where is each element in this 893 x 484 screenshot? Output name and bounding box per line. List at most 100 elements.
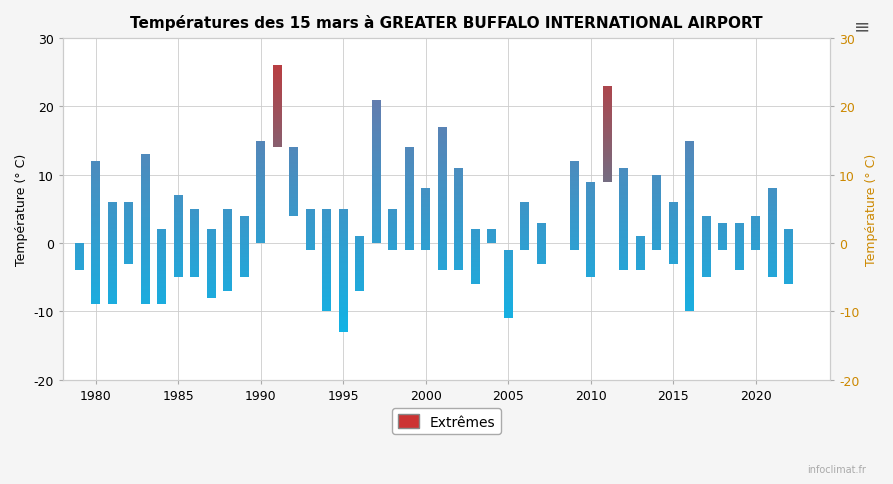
Bar <box>289 196 298 197</box>
Bar <box>124 213 133 215</box>
Bar <box>405 236 414 238</box>
Bar <box>240 259 249 260</box>
Bar <box>91 233 101 236</box>
Bar <box>338 261 348 263</box>
Bar <box>371 218 381 221</box>
Bar <box>570 215 579 217</box>
Bar <box>141 218 150 221</box>
Bar <box>784 281 793 282</box>
Bar <box>570 194 579 196</box>
Bar <box>620 181 629 183</box>
Bar <box>718 241 728 242</box>
Bar <box>388 216 397 217</box>
Bar <box>91 196 101 199</box>
Bar <box>718 238 728 239</box>
Bar <box>338 293 348 295</box>
Bar <box>685 267 695 271</box>
Bar <box>587 264 596 266</box>
Bar <box>652 220 662 222</box>
Bar <box>438 222 446 225</box>
Bar <box>685 199 695 203</box>
Bar <box>735 249 744 250</box>
Bar <box>652 238 662 240</box>
Bar <box>355 254 364 255</box>
Bar <box>306 229 315 230</box>
Bar <box>190 237 199 238</box>
Bar <box>174 255 183 257</box>
Bar <box>338 310 348 313</box>
Bar <box>421 193 430 194</box>
Bar <box>289 205 298 207</box>
Bar <box>603 89 612 91</box>
Bar <box>438 259 446 262</box>
Bar <box>784 266 793 267</box>
Bar <box>537 248 546 249</box>
Bar <box>685 237 695 240</box>
Bar <box>405 205 414 207</box>
Bar <box>371 215 381 218</box>
Bar <box>587 188 596 190</box>
Bar <box>124 227 133 228</box>
Bar <box>702 242 711 243</box>
Bar <box>388 247 397 248</box>
Bar <box>652 205 662 207</box>
Bar <box>421 213 430 215</box>
Bar <box>751 219 760 220</box>
Bar <box>141 299 150 302</box>
Bar <box>91 173 101 176</box>
Bar <box>735 257 744 258</box>
Bar <box>322 236 331 238</box>
Bar <box>207 234 216 235</box>
Bar <box>652 175 662 177</box>
Bar <box>471 234 480 235</box>
Bar <box>438 242 446 245</box>
Bar <box>207 241 216 242</box>
Bar <box>174 248 183 250</box>
Bar <box>207 280 216 282</box>
Bar <box>587 182 596 184</box>
Bar <box>174 242 183 243</box>
Bar <box>322 246 331 248</box>
Bar <box>371 129 381 132</box>
Bar <box>338 320 348 322</box>
Bar <box>603 117 612 119</box>
Bar <box>471 241 480 242</box>
Bar <box>322 220 331 222</box>
Bar <box>157 249 166 251</box>
Bar <box>537 234 546 235</box>
Bar <box>669 254 678 256</box>
Bar <box>289 210 298 211</box>
Bar <box>256 150 265 151</box>
Bar <box>322 269 331 271</box>
Bar <box>190 252 199 253</box>
Bar <box>587 196 596 197</box>
Bar <box>388 213 397 214</box>
Bar <box>371 197 381 200</box>
Bar <box>455 230 463 232</box>
Bar <box>207 278 216 279</box>
Bar <box>322 305 331 308</box>
Bar <box>636 249 645 250</box>
Bar <box>338 308 348 310</box>
Bar <box>141 185 150 188</box>
Bar <box>471 253 480 254</box>
Bar <box>702 263 711 264</box>
Bar <box>685 295 695 298</box>
Bar <box>768 267 777 269</box>
Bar <box>306 228 315 229</box>
Bar <box>735 255 744 256</box>
Bar <box>685 233 695 237</box>
Bar <box>652 225 662 227</box>
Bar <box>620 210 629 212</box>
Bar <box>141 200 150 203</box>
Bar <box>537 258 546 259</box>
Bar <box>421 200 430 201</box>
Bar <box>652 246 662 247</box>
Bar <box>108 221 117 223</box>
Bar <box>570 245 579 247</box>
Bar <box>355 237 364 238</box>
Bar <box>636 245 645 246</box>
Bar <box>784 243 793 244</box>
Bar <box>669 229 678 231</box>
Bar <box>521 229 530 230</box>
